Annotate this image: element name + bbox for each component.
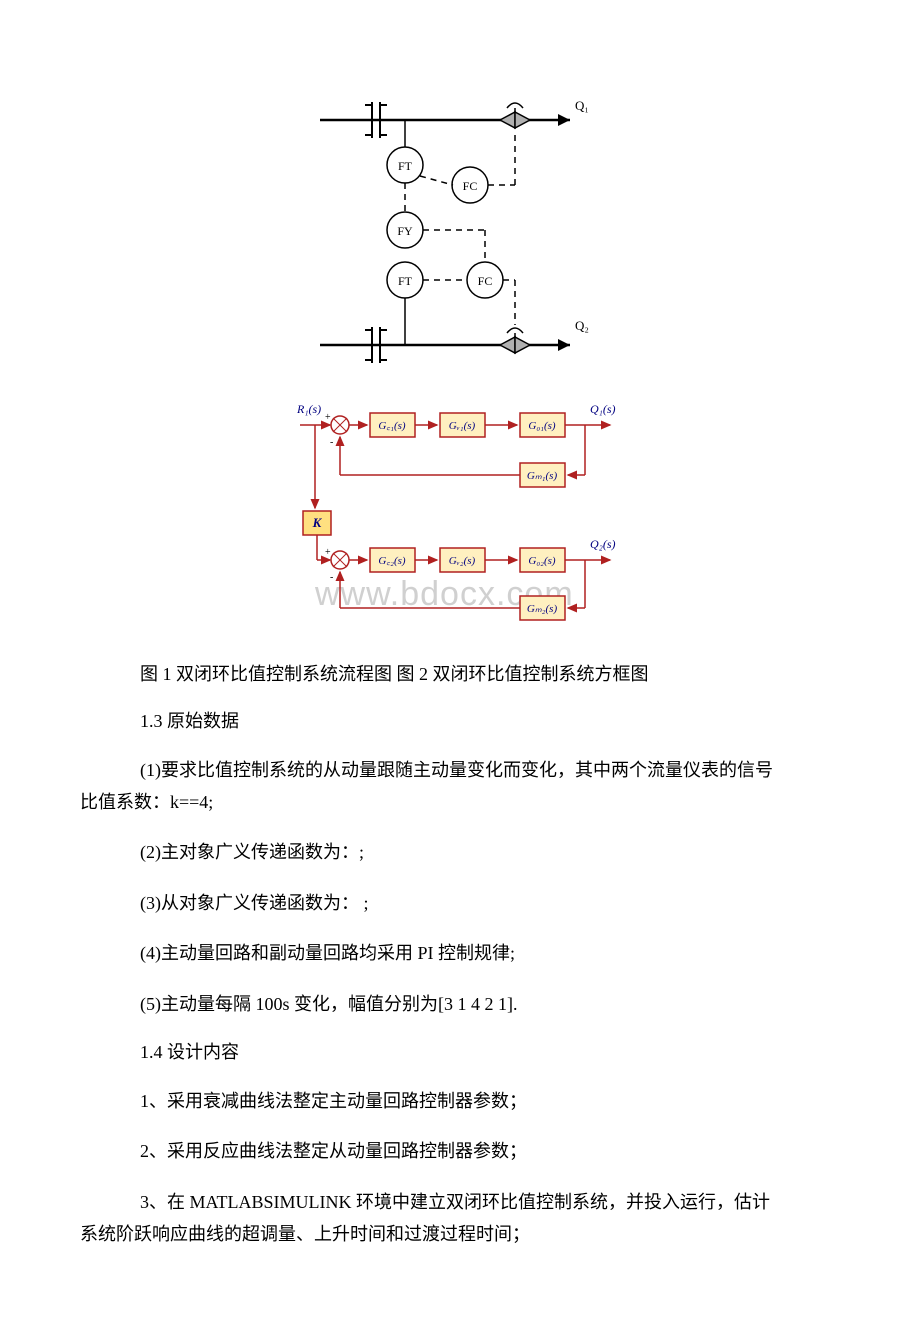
ft1-label: FT [398, 159, 413, 173]
para-1-line2: 比值系数：k==4; [80, 792, 213, 812]
q1-label: Q₁ [575, 98, 589, 113]
gc2-label: G꜀₂(s) [378, 555, 406, 567]
q2-label: Q₂ [575, 318, 589, 333]
para-3: (3)从对象广义传递函数为： ; [140, 887, 840, 919]
gm2-label: Gₘ₂(s) [527, 603, 558, 615]
para-2: (2)主对象广义传递函数为：; [140, 836, 840, 868]
figure-caption: 图 1 双闭环比值控制系统流程图 图 2 双闭环比值控制系统方框图 [140, 660, 840, 689]
design-3-line2: 系统阶跃响应曲线的超调量、上升时间和过渡过程时间； [80, 1224, 530, 1244]
design-2: 2、采用反应曲线法整定从动量回路控制器参数； [140, 1135, 840, 1167]
gm1-label: Gₘ₁(s) [527, 470, 558, 482]
pid-diagram: Q₁ FT FC FY FT FC [310, 90, 610, 385]
section-1-4: 1.4 设计内容 [140, 1038, 840, 1067]
gv1-label: Gᵥ₁(s) [449, 420, 476, 432]
q1-out-label: Q₁(s) [590, 402, 616, 416]
design-1: 1、采用衰减曲线法整定主动量回路控制器参数； [140, 1085, 840, 1117]
para-5: (5)主动量每隔 100s 变化，幅值分别为[3 1 4 2 1]. [140, 988, 840, 1020]
k-label: K [312, 515, 323, 530]
g02-label: G₀₂(s) [528, 555, 556, 567]
para-4: (4)主动量回路和副动量回路均采用 PI 控制规律; [140, 937, 840, 969]
ft2-label: FT [398, 274, 413, 288]
section-1-3: 1.3 原始数据 [140, 707, 840, 736]
r1-label: R₁(s) [296, 402, 321, 416]
para-1-line1: (1)要求比值控制系统的从动量跟随主动量变化而变化，其中两个流量仪表的信号 [140, 760, 773, 780]
svg-text:-: - [330, 572, 333, 583]
design-3: 3、在 MATLABSIMULINK 环境中建立双闭环比值控制系统，并投入运行，… [140, 1186, 840, 1251]
design-3-line1: 3、在 MATLABSIMULINK 环境中建立双闭环比值控制系统，并投入运行，… [140, 1192, 770, 1212]
fy-label: FY [397, 224, 413, 238]
q2-out-label: Q₂(s) [590, 537, 616, 551]
g01-label: G₀₁(s) [528, 420, 556, 432]
gc1-label: G꜀₁(s) [378, 420, 406, 432]
block-diagram: www.bdocx.com R₁(s) + - G꜀₁(s) Gᵥ₁(s) G₀… [295, 395, 625, 630]
fc2-label: FC [478, 274, 493, 288]
svg-text:-: - [330, 437, 333, 448]
svg-text:+: + [325, 547, 331, 558]
para-1: (1)要求比值控制系统的从动量跟随主动量变化而变化，其中两个流量仪表的信号 比值… [140, 754, 840, 819]
svg-text:+: + [325, 412, 331, 423]
fc1-label: FC [463, 179, 478, 193]
gv2-label: Gᵥ₂(s) [449, 555, 476, 567]
